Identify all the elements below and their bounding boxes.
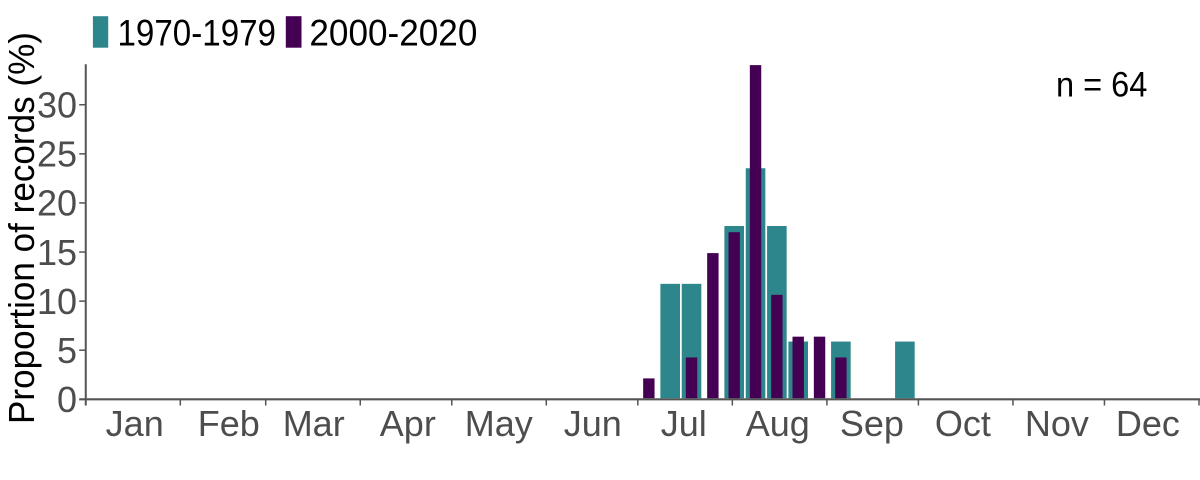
svg-text:15: 15 bbox=[37, 232, 77, 273]
svg-text:n = 64: n = 64 bbox=[1056, 65, 1148, 104]
svg-text:Proportion of records (%): Proportion of records (%) bbox=[1, 32, 42, 424]
svg-text:25: 25 bbox=[37, 134, 77, 175]
svg-text:Sep: Sep bbox=[840, 403, 904, 444]
svg-text:Jun: Jun bbox=[564, 403, 622, 444]
svg-text:May: May bbox=[465, 403, 533, 444]
svg-text:10: 10 bbox=[37, 281, 77, 322]
svg-text:20: 20 bbox=[37, 183, 77, 224]
svg-text:Oct: Oct bbox=[935, 403, 991, 444]
svg-text:Nov: Nov bbox=[1025, 403, 1089, 444]
svg-text:5: 5 bbox=[57, 330, 77, 371]
svg-text:0: 0 bbox=[57, 379, 77, 420]
svg-text:Jan: Jan bbox=[106, 403, 164, 444]
svg-text:Mar: Mar bbox=[283, 403, 345, 444]
svg-text:Jul: Jul bbox=[661, 403, 707, 444]
svg-text:1970-1979: 1970-1979 bbox=[118, 13, 277, 54]
svg-text:Feb: Feb bbox=[198, 403, 260, 444]
svg-text:2000-2020: 2000-2020 bbox=[309, 13, 477, 54]
svg-text:Aug: Aug bbox=[746, 403, 810, 444]
svg-text:30: 30 bbox=[37, 85, 77, 126]
svg-text:Apr: Apr bbox=[380, 403, 436, 444]
svg-text:Dec: Dec bbox=[1116, 403, 1180, 444]
